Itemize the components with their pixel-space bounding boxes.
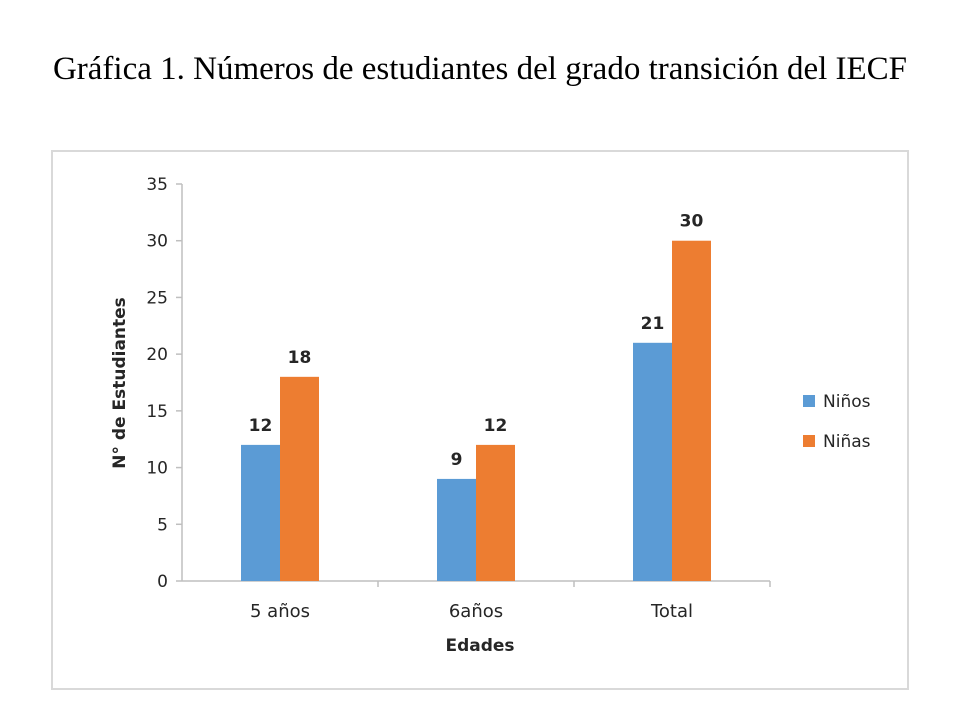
y-tick-label: 25 (146, 288, 168, 308)
y-tick-label: 0 (157, 572, 168, 592)
data-label: 9 (451, 450, 463, 470)
bar-ninas (280, 376, 319, 581)
bars-group (241, 240, 711, 581)
legend-label: Niños (823, 392, 871, 412)
data-label: 18 (288, 348, 312, 368)
x-category-label: 5 años (250, 601, 310, 622)
y-tick-label: 30 (146, 232, 168, 252)
bar-ninas (476, 444, 515, 581)
legend-swatch (803, 435, 815, 447)
bar-ninas (672, 240, 711, 581)
y-tick-label: 20 (146, 345, 168, 365)
page-title: Gráfica 1. Números de estudiantes del gr… (52, 51, 908, 87)
legend-group: Niños Niñas (803, 392, 871, 452)
y-axis-title: N° de Estudiantes (110, 297, 130, 469)
bar-ninos (437, 478, 476, 581)
legend-swatch (803, 395, 815, 407)
data-label: 30 (680, 212, 704, 232)
bar-ninos (633, 342, 672, 581)
data-label: 12 (484, 416, 508, 436)
y-tick-label: 5 (157, 515, 168, 535)
labels-group: 12 18 9 12 21 30 (249, 212, 704, 470)
x-category-label: 6años (449, 601, 503, 622)
y-tick-label: 10 (146, 459, 168, 479)
x-category-label: Total (650, 601, 693, 622)
x-axis-title: Edades (445, 636, 514, 656)
y-tick-label: 15 (146, 402, 168, 422)
data-label: 21 (641, 314, 665, 334)
bar-ninos (241, 444, 280, 581)
y-tick-label: 35 (146, 175, 168, 195)
data-label: 12 (249, 416, 273, 436)
legend-label: Niñas (823, 432, 871, 452)
chart-frame (51, 150, 909, 690)
